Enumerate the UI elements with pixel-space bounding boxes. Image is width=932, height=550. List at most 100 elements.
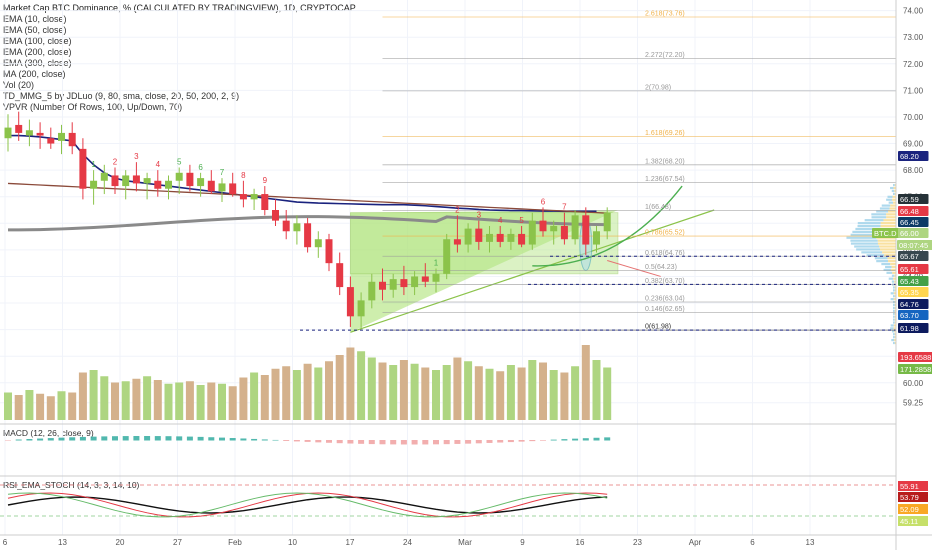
fib-label: 2.272(72.20) — [645, 52, 685, 59]
vpvr-bar-up — [876, 260, 888, 262]
vpvr-bar-up — [872, 216, 887, 218]
vpvr-bar-down — [886, 216, 896, 218]
vpvr-bar-up — [891, 298, 894, 300]
vpvr-bar-down — [893, 196, 896, 198]
candle-body — [69, 133, 76, 146]
candle-body — [219, 183, 226, 191]
td-count-label: 2 — [455, 205, 460, 214]
candle-body — [229, 183, 236, 194]
candle-body — [582, 215, 589, 244]
candle-body — [550, 226, 557, 231]
td-count-label: 3 — [477, 211, 482, 220]
candle-body — [368, 282, 375, 301]
candle-body — [507, 234, 514, 242]
vpvr-bar-up — [892, 190, 895, 192]
time-axis[interactable]: 6 13 20 27 Feb 10 17 24 Mar 9 16 23 Apr 6 13 — [0, 535, 932, 547]
rsi-badge-text: 45.11 — [900, 517, 918, 526]
macd-hist-bar — [529, 440, 535, 441]
td-count-label: 2 — [113, 157, 118, 166]
candle-body — [197, 178, 204, 186]
macd-hist-bar — [497, 440, 503, 443]
vpvr-bar-up — [861, 251, 882, 253]
volume-bar — [368, 358, 376, 421]
vpvr-bar-up — [846, 237, 876, 239]
price-tick-label: 71.00 — [903, 86, 924, 95]
volume-bar — [464, 361, 472, 420]
candle-body — [326, 239, 333, 263]
time-tick-label: 13 — [58, 538, 67, 547]
vpvr-bar-down — [881, 222, 896, 224]
time-tick-label: Mar — [458, 538, 472, 547]
macd-hist-bar — [572, 439, 578, 441]
candle-body — [529, 221, 536, 245]
macd-hist-bar — [144, 436, 150, 440]
macd-hist-bar — [240, 438, 246, 440]
macd-hist-bar — [16, 440, 22, 441]
candle-body — [358, 300, 365, 316]
price-badge-text: 65.43 — [900, 277, 919, 286]
macd-hist-bar — [48, 438, 54, 440]
volume-bar — [336, 355, 344, 420]
time-tick-label: 16 — [576, 538, 585, 547]
candle-body — [144, 178, 151, 183]
volume-bar — [389, 365, 397, 420]
macd-hist-bar — [476, 440, 482, 443]
candle-body — [133, 175, 140, 183]
candle-body — [5, 128, 12, 139]
td-count-label: 1 — [434, 258, 439, 267]
vpvr-bar-up — [856, 248, 880, 250]
volume-bar — [325, 361, 333, 420]
fib-label: 1.618(69.26) — [645, 130, 685, 137]
stoch-d-line — [8, 493, 607, 517]
fib-label: 2(70.98) — [645, 84, 671, 91]
volume-bar — [304, 364, 312, 420]
macd-hist-bar — [91, 437, 97, 441]
vpvr-bar-up — [889, 278, 893, 280]
candle-body — [379, 282, 386, 290]
volume-bar — [603, 368, 611, 421]
price-badge-text: 66.48 — [900, 207, 919, 216]
macd-hist-bar — [465, 440, 471, 444]
candle-body — [347, 287, 354, 316]
td-count-label: 9 — [263, 176, 268, 185]
macd-hist-bar — [294, 440, 300, 441]
vpvr-bar-up — [892, 281, 894, 283]
price-axis[interactable]: 74.0073.0072.0071.0070.0069.0068.0067.00… — [896, 0, 932, 550]
price-tick-label: 74.00 — [903, 7, 924, 16]
td-count-label: 7 — [562, 203, 567, 212]
candle-body — [154, 181, 161, 189]
volume-bar — [175, 383, 183, 421]
macd-hist-bar — [69, 437, 75, 440]
rsi-badge-text: 55.91 — [900, 482, 919, 491]
volume-bar — [143, 376, 151, 420]
candle-body — [26, 130, 33, 135]
vpvr-bar-up — [886, 272, 892, 274]
fib-label: 0(61.98) — [645, 324, 671, 331]
macd-hist-bar — [112, 436, 118, 440]
vpvr-bar-up — [865, 219, 884, 221]
macd-hist-bar — [508, 440, 514, 442]
vpvr-bar-down — [886, 213, 896, 215]
macd-hist-bar — [315, 440, 321, 442]
volume-bar — [261, 375, 269, 420]
price-tick-label: 70.00 — [903, 113, 924, 122]
candle-body — [465, 229, 472, 245]
volume-bar — [539, 363, 547, 421]
vpvr-bar-up — [893, 310, 895, 312]
time-tick-label: 20 — [116, 538, 125, 547]
macd-hist-bar — [230, 438, 236, 440]
td-count-label: 8 — [241, 171, 246, 180]
vpvr-bar-down — [883, 219, 896, 221]
macd-hist-bar — [273, 440, 279, 441]
vpvr-bar-up — [885, 266, 892, 268]
ema-line — [8, 136, 597, 212]
candle-body — [186, 173, 193, 186]
candle-body — [261, 194, 268, 210]
macd-hist-bar — [37, 439, 43, 441]
volume-bar — [272, 369, 280, 420]
td-count-label: 5 — [519, 216, 524, 225]
vpvr-bar-up — [875, 257, 888, 259]
td-count-label: 7 — [220, 168, 225, 177]
volume-bar — [550, 370, 558, 420]
